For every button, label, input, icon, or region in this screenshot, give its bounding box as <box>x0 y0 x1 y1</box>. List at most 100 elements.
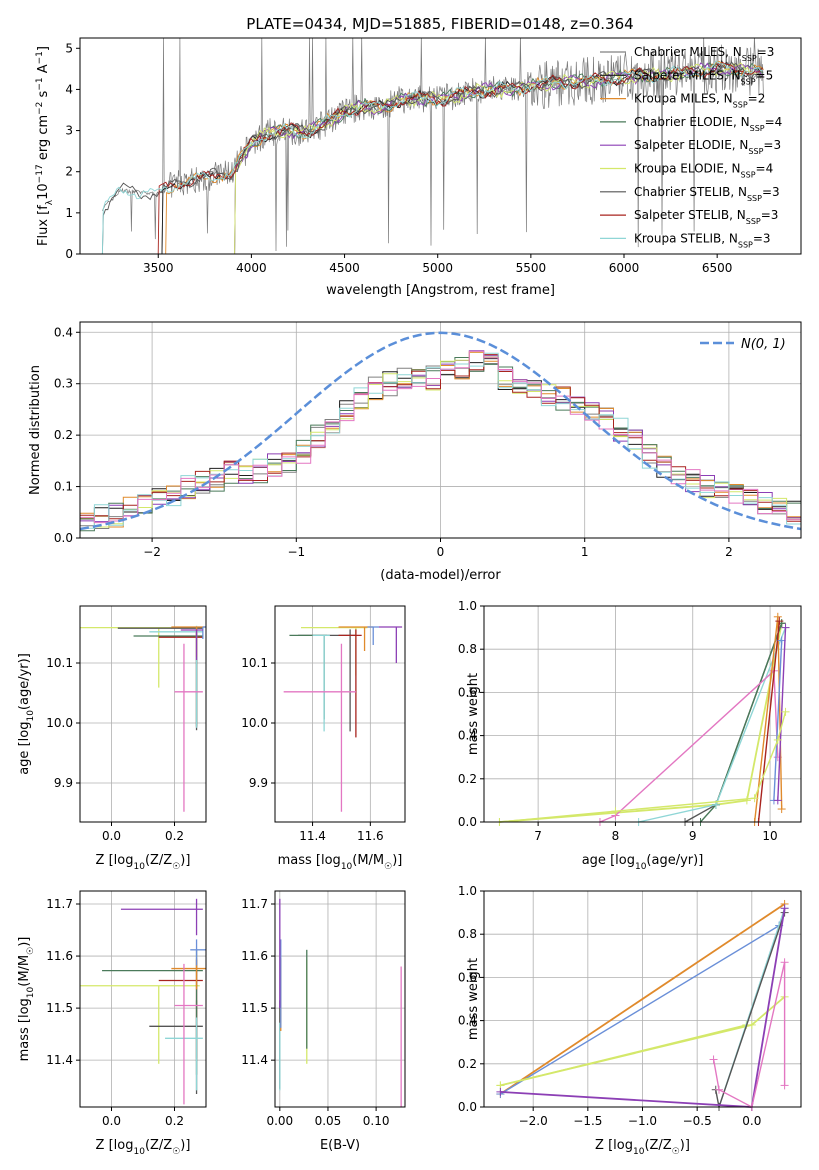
label-part: (Z/Z <box>145 853 172 868</box>
x-tick-label: 11.6 <box>357 829 384 843</box>
label-part: −17 <box>35 164 45 183</box>
x-tick-label: 5500 <box>516 261 547 275</box>
legend-text: Chabrier STELIB, N <box>634 185 747 199</box>
label-part: 10 <box>36 183 51 200</box>
axes-frame <box>79 890 207 1108</box>
legend-sub: SSP <box>748 147 763 156</box>
axes-frame <box>274 605 406 823</box>
label-part: 10 <box>133 862 145 872</box>
label-part: 10 <box>133 1147 145 1157</box>
label-part: mass [log <box>278 853 341 868</box>
x-tick-label: 0.0 <box>742 1114 761 1128</box>
label-part: )] <box>392 853 402 868</box>
y-tick-label: 0.6 <box>458 685 477 699</box>
legend-count: =4 <box>756 162 774 176</box>
legend-label: Chabrier ELODIE, NSSP=4 <box>634 115 782 132</box>
x-tick-label: 0.0 <box>102 829 121 843</box>
residual-histogram-panel: −2 −1 0 1 2 0.0 0.1 0.2 0.3 0.4 N(0, 1) (data-model… <box>28 321 802 583</box>
x-tick-label: −2 <box>143 545 161 559</box>
legend-text: Salpeter STELIB, N <box>634 208 746 222</box>
y-tick-label: 11.7 <box>241 897 268 911</box>
label-part: λ <box>45 199 55 205</box>
figure-title: PLATE=0434, MJD=51885, FIBERID=0148, z=0… <box>246 15 633 33</box>
label-part: 10 <box>341 862 353 872</box>
legend-label: Chabrier STELIB, NSSP=3 <box>634 185 780 203</box>
legend-sub: SSP <box>750 123 765 132</box>
y-tick-label: 0.8 <box>458 642 477 656</box>
mZ-xlabel: Z [log10(Z/Z☉)] <box>96 1138 191 1157</box>
y-tick-label: 0 <box>65 247 73 261</box>
legend-text: Kroupa ELODIE, N <box>634 162 741 176</box>
legend-label: Kroupa ELODIE, NSSP=4 <box>634 162 773 180</box>
label-part: s <box>36 90 51 101</box>
weight-vs-metallicity-panel: −2.0 −1.5 −1.0 −0.5 0.0 0.0 0.2 0.4 0.6 0.8 1.0 Z [… <box>458 884 802 1157</box>
axes-frame <box>79 321 802 539</box>
legend-text: Chabrier MILES, N <box>634 45 742 59</box>
x-tick-label: 5000 <box>422 261 453 275</box>
y-tick-label: 0.8 <box>458 927 477 941</box>
weight-line <box>500 925 780 1095</box>
spectrum-model-line <box>101 60 763 254</box>
y-tick-label: 11.5 <box>241 1001 268 1015</box>
weight-line <box>500 1024 747 1087</box>
x-tick-label: 1 <box>581 545 589 559</box>
label-part: (Z/Z <box>145 1138 172 1153</box>
ageZ-ylabel: age [log10(age/yr)] <box>17 653 36 775</box>
weight-line <box>773 640 783 801</box>
wAge-ylabel: mass weight <box>466 673 481 755</box>
legend-text: Salpeter ELODIE, N <box>634 138 748 152</box>
y-tick-label: 11.4 <box>46 1053 73 1067</box>
weight-line <box>499 623 783 823</box>
y-tick-label: 11.5 <box>46 1001 73 1015</box>
y-tick-label: 10.0 <box>46 716 73 730</box>
age-vs-mass-panel: 11.4 11.6 9.9 10.0 10.1 mass [log10(M/M☉)] <box>241 605 406 872</box>
gaussian-curve <box>79 331 802 531</box>
label-part: age [log <box>582 853 635 868</box>
label-part: −1 <box>35 51 45 64</box>
label-part: (Z/Z <box>644 1138 671 1153</box>
legend-count: =3 <box>761 208 779 222</box>
weight-line <box>757 621 781 823</box>
age-vs-metallicity-panel: 0.0 0.29.910.010.1Z [log10(Z/Z☉)]age [log… <box>17 605 207 872</box>
label-part: mass [log <box>17 998 32 1061</box>
label-part: )] <box>17 937 32 947</box>
y-tick-label: 0.4 <box>458 729 477 743</box>
legend-sub: SSP <box>747 193 762 202</box>
label-part: ☉ <box>384 862 392 872</box>
wZ-xlabel: Z [log10(Z/Z☉)] <box>595 1138 690 1157</box>
y-tick-label: 0.1 <box>54 480 73 494</box>
x-tick-label: 4500 <box>329 261 360 275</box>
y-tick-label: 4 <box>65 82 73 96</box>
label-part: ☉ <box>26 947 36 955</box>
legend-label: Kroupa STELIB, NSSP=3 <box>634 231 771 249</box>
label-part: (age/yr)] <box>17 653 32 710</box>
legend-text: Kroupa MILES, N <box>634 92 733 106</box>
label-part: 10 <box>26 710 36 722</box>
legend-label: Salpeter STELIB, NSSP=3 <box>634 208 778 226</box>
wAge-xlabel: age [log10(age/yr)] <box>582 853 704 872</box>
legend-label: Salpeter ELODIE, NSSP=3 <box>634 138 781 156</box>
y-tick-label: 0.6 <box>458 970 477 984</box>
x-tick-label: 6000 <box>609 261 640 275</box>
label-part: )] <box>680 1138 690 1153</box>
mZ-ylabel: mass [log10(M/M☉)] <box>17 937 36 1062</box>
legend-count: =3 <box>763 138 781 152</box>
spectrum-model-line <box>234 62 764 254</box>
mE-xlabel: E(B-V) <box>320 1138 360 1153</box>
label-part: A <box>36 64 51 77</box>
axes-frame <box>483 890 802 1108</box>
label-part: −1 <box>35 77 45 90</box>
x-tick-label: 0.2 <box>165 829 184 843</box>
weight-line <box>499 711 787 823</box>
y-tick-label: 9.9 <box>54 776 73 790</box>
y-tick-label: 11.7 <box>46 897 73 911</box>
label-part: (M/M <box>17 955 32 987</box>
x-tick-label: 2 <box>725 545 733 559</box>
y-tick-label: 11.6 <box>241 949 268 963</box>
y-tick-label: 0.3 <box>54 377 73 391</box>
legend-count: =3 <box>757 45 775 59</box>
label-part: 10 <box>633 1147 645 1157</box>
legend-label: Kroupa MILES, NSSP=2 <box>634 92 765 110</box>
spectrum-model-line <box>157 61 764 254</box>
